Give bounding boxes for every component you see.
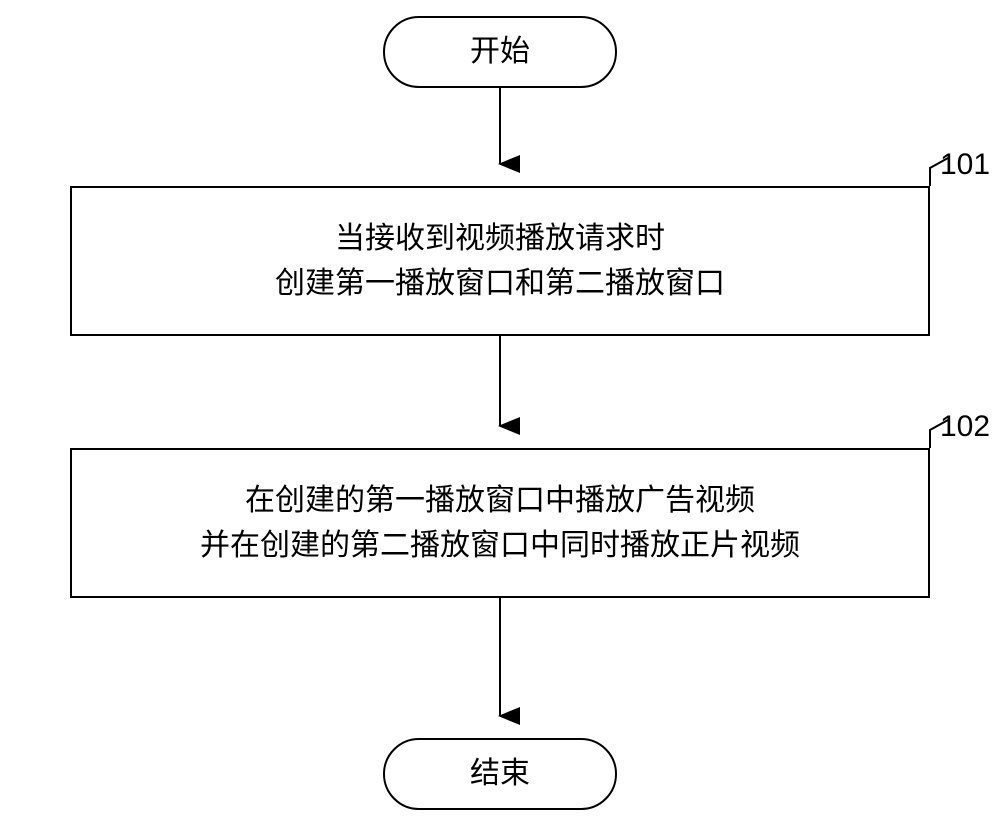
- flowchart-canvas: 开始 当接收到视频播放请求时 创建第一播放窗口和第二播放窗口 在创建的第一播放窗…: [0, 0, 1000, 826]
- end-label: 结束: [470, 759, 530, 789]
- process-node-101: 当接收到视频播放请求时 创建第一播放窗口和第二播放窗口: [70, 186, 930, 336]
- end-node: 结束: [383, 738, 617, 810]
- process-101-line2: 创建第一播放窗口和第二播放窗口: [275, 261, 725, 306]
- step-number-102-text: 102: [940, 410, 990, 443]
- edges-layer: [0, 0, 1000, 826]
- start-node: 开始: [383, 16, 617, 88]
- step-number-102: 102: [940, 412, 990, 442]
- step-number-101: 101: [940, 150, 990, 180]
- start-label: 开始: [470, 37, 530, 67]
- process-102-line1: 在创建的第一播放窗口中播放广告视频: [245, 478, 755, 523]
- process-node-102: 在创建的第一播放窗口中播放广告视频 并在创建的第二播放窗口中同时播放正片视频: [70, 448, 930, 598]
- process-101-line1: 当接收到视频播放请求时: [335, 216, 665, 261]
- process-102-line2: 并在创建的第二播放窗口中同时播放正片视频: [200, 523, 800, 568]
- step-number-101-text: 101: [940, 148, 990, 181]
